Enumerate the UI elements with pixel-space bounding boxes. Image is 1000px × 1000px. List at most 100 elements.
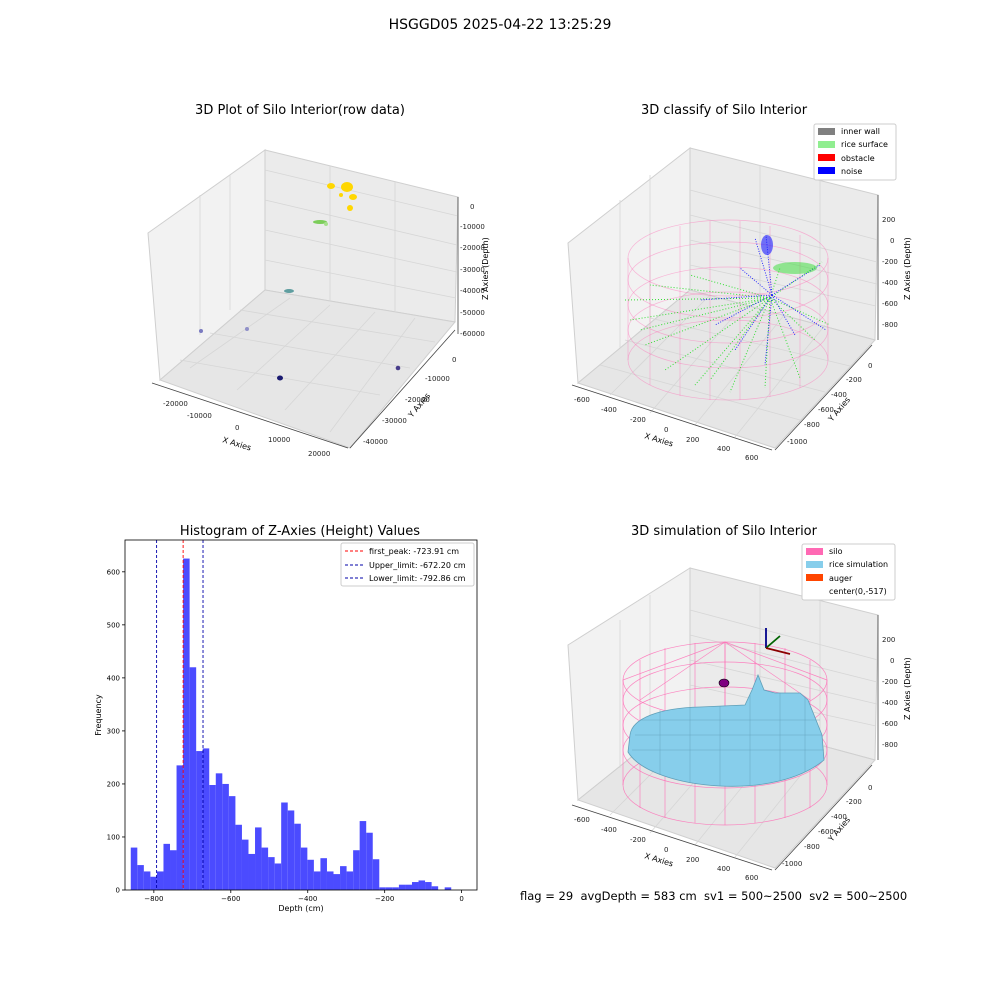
legend-swatch-rice-surface xyxy=(818,141,835,148)
histogram-bar xyxy=(385,887,393,890)
histogram-bar xyxy=(333,874,341,890)
x-tick-label: 600 xyxy=(745,874,758,880)
z-tick-label: -60000 xyxy=(460,330,485,338)
histogram-bar xyxy=(372,859,380,890)
x-tick-labels: -600 -400 -200 0 200 400 600 xyxy=(574,396,758,460)
point xyxy=(395,365,401,371)
y-tick-labels: 0 -200 -400 -600 -800 -1000 xyxy=(782,784,872,868)
point xyxy=(199,329,203,333)
plot-frame xyxy=(124,539,478,891)
z-tick-label: -30000 xyxy=(460,266,485,274)
raw-points xyxy=(199,182,401,381)
legend: inner wall rice surface obstacle noise xyxy=(813,123,897,181)
axis-lines xyxy=(571,195,879,451)
legend-label: rice simulation xyxy=(829,560,888,569)
y-tick-label: -40000 xyxy=(363,438,388,446)
histogram-bar xyxy=(255,827,262,890)
histogram-bar xyxy=(287,810,295,890)
legend-label: inner wall xyxy=(841,127,880,136)
histogram-bar xyxy=(392,887,399,890)
z-axis-label: Z Axies (Depth) xyxy=(903,237,912,300)
legend-label: Lower_limit: -792.86 cm xyxy=(369,574,466,583)
x-tick-label: 200 xyxy=(686,856,699,864)
x-tick-label: 400 xyxy=(717,445,730,453)
point xyxy=(349,194,357,200)
y-axis-label: Frequency xyxy=(94,694,103,736)
y-tick-label: -400 xyxy=(831,391,847,399)
x-tick-label: −400 xyxy=(298,895,317,903)
y-tick-label: 400 xyxy=(107,674,120,682)
histogram-bar xyxy=(411,882,419,890)
y-tick-label: 0 xyxy=(868,784,872,792)
z-tick-labels: 0 -10000 -20000 -30000 -40000 -50000 -60… xyxy=(460,203,485,338)
y-tick-label: 300 xyxy=(107,727,120,735)
z-tick-label: -800 xyxy=(882,321,898,329)
x-tick-label: 200 xyxy=(686,436,699,444)
y-tick-label: -1000 xyxy=(782,860,802,868)
z-tick-label: 200 xyxy=(882,636,895,644)
histogram-bar xyxy=(202,748,210,890)
inner-wall-wireframe xyxy=(627,219,829,401)
histogram-bar xyxy=(143,871,151,890)
y-tick-label: -10000 xyxy=(425,375,450,383)
histogram-bar xyxy=(444,887,452,890)
panel1-title: 3D Plot of Silo Interior(row data) xyxy=(195,103,405,118)
point xyxy=(327,183,335,189)
z-tick-label: 0 xyxy=(470,203,474,211)
y-tick-label: -20000 xyxy=(405,396,430,404)
x-tick-label: 600 xyxy=(745,454,758,460)
histogram-bar xyxy=(431,886,439,890)
status-footer: flag = 29 avgDepth = 583 cm sv1 = 500~25… xyxy=(520,889,908,903)
x-axis-label: X Axies xyxy=(643,431,674,448)
histogram-bar xyxy=(209,785,216,890)
y-tick-label: 500 xyxy=(107,621,120,629)
histogram-plot: −800 −600 −400 −200 0 0 100 200 300 400 500 600 De… xyxy=(94,539,478,913)
x-tick-label: 0 xyxy=(664,846,668,854)
y-tick-label: 600 xyxy=(107,568,120,576)
x-tick-label: -600 xyxy=(574,396,590,404)
x-tick-label: −800 xyxy=(144,895,163,903)
histogram-bars xyxy=(130,558,452,890)
rice-simulation-surface xyxy=(627,673,825,787)
legend-swatch-auger xyxy=(806,574,823,581)
histogram-bar xyxy=(359,821,367,890)
legend-label: noise xyxy=(841,167,862,176)
legend: silo rice simulation auger center(0,-517… xyxy=(801,543,896,601)
histogram-bar xyxy=(156,871,164,890)
z-tick-label: -800 xyxy=(882,741,898,749)
histogram-bar xyxy=(320,858,327,890)
x-tick-label: −600 xyxy=(221,895,240,903)
legend: first_peak: -723.91 cm Upper_limit: -672… xyxy=(340,542,475,587)
histogram-bar xyxy=(228,796,236,890)
noise-points xyxy=(699,234,827,366)
x-tick-label: 10000 xyxy=(268,436,290,444)
histogram-bar xyxy=(130,847,138,890)
x-tick-label: -600 xyxy=(574,816,590,824)
z-axis-label: Z Axies (Depth) xyxy=(481,237,490,300)
z-tick-label: -20000 xyxy=(460,244,485,252)
noise-cluster xyxy=(761,235,773,255)
x-tick-label: 20000 xyxy=(308,450,330,458)
histogram-bar xyxy=(307,859,314,890)
y-tick-label: -200 xyxy=(846,376,862,384)
y-ticks: 0 100 200 300 400 500 600 xyxy=(107,568,125,895)
y-tick-label: 0 xyxy=(868,362,872,370)
histogram-bar xyxy=(313,871,321,890)
histogram-bar xyxy=(215,773,223,890)
y-tick-label: -600 xyxy=(818,828,834,836)
x-axis-label: X Axies xyxy=(643,851,674,868)
pane-floor xyxy=(576,289,876,449)
z-tick-label: -50000 xyxy=(460,309,485,317)
histogram-reference-lines xyxy=(156,540,204,890)
histogram-bar xyxy=(222,783,229,890)
z-tick-label: -200 xyxy=(882,258,898,266)
y-tick-label: 0 xyxy=(452,356,456,364)
legend-label: rice surface xyxy=(841,140,888,149)
z-tick-label: 0 xyxy=(890,657,894,665)
y-tick-labels: 0 -10000 -20000 -30000 -40000 xyxy=(363,356,456,446)
panel2-3d-plot: -600 -400 -200 0 200 400 600 X Axies 0 -… xyxy=(567,123,912,460)
z-tick-label: -200 xyxy=(882,678,898,686)
histogram-bar xyxy=(248,853,256,890)
histogram-bar xyxy=(294,823,301,890)
panel1-3d-plot: -20000 -10000 0 10000 20000 X Axies 0 -1… xyxy=(147,149,490,458)
